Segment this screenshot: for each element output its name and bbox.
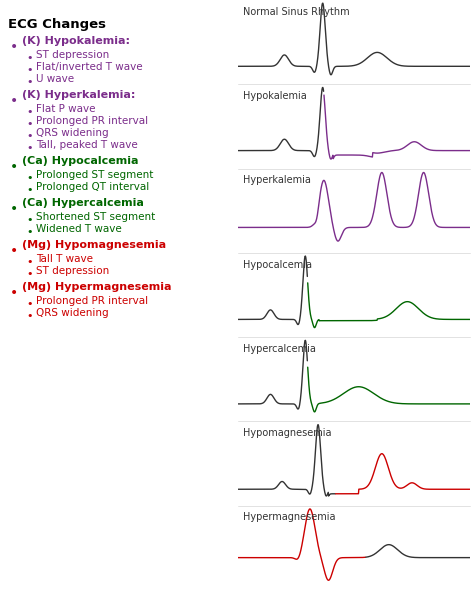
Text: •: •	[26, 185, 33, 195]
Text: •: •	[26, 173, 33, 183]
Text: Prolonged QT interval: Prolonged QT interval	[36, 182, 149, 192]
Text: Flat/inverted T wave: Flat/inverted T wave	[36, 62, 143, 72]
Text: (Mg) Hypomagnesemia: (Mg) Hypomagnesemia	[22, 240, 166, 250]
Text: Hypercalcemia: Hypercalcemia	[243, 344, 316, 354]
Text: Hyperkalemia: Hyperkalemia	[243, 175, 310, 185]
Text: Tall, peaked T wave: Tall, peaked T wave	[36, 140, 138, 150]
Text: •: •	[26, 299, 33, 309]
Text: Hypermagnesemia: Hypermagnesemia	[243, 513, 335, 523]
Text: •: •	[26, 269, 33, 279]
Text: Prolonged ST segment: Prolonged ST segment	[36, 170, 154, 180]
Text: •: •	[10, 160, 18, 174]
Text: ECG Changes: ECG Changes	[8, 18, 106, 31]
Text: (K) Hyperkalemia:: (K) Hyperkalemia:	[22, 90, 136, 100]
Text: •: •	[26, 77, 33, 87]
Text: Widened T wave: Widened T wave	[36, 224, 122, 234]
Text: •: •	[26, 53, 33, 63]
Text: Hypomagnesemia: Hypomagnesemia	[243, 428, 331, 438]
Text: QRS widening: QRS widening	[36, 128, 109, 138]
Text: •: •	[26, 107, 33, 117]
Text: •: •	[26, 143, 33, 153]
Text: •: •	[10, 286, 18, 300]
Text: •: •	[26, 65, 33, 75]
Text: Normal Sinus Rhythm: Normal Sinus Rhythm	[243, 6, 349, 17]
Text: Hypocalcemia: Hypocalcemia	[243, 260, 311, 270]
Text: •: •	[26, 215, 33, 225]
Text: ST depression: ST depression	[36, 266, 109, 276]
Text: (Ca) Hypercalcemia: (Ca) Hypercalcemia	[22, 198, 144, 208]
Text: (Mg) Hypermagnesemia: (Mg) Hypermagnesemia	[22, 282, 172, 292]
Text: Tall T wave: Tall T wave	[36, 254, 93, 264]
Text: Hypokalemia: Hypokalemia	[243, 91, 306, 101]
Text: Shortened ST segment: Shortened ST segment	[36, 212, 155, 222]
Text: •: •	[26, 119, 33, 129]
Text: QRS widening: QRS widening	[36, 308, 109, 318]
Text: •: •	[10, 40, 18, 54]
Text: •: •	[26, 311, 33, 321]
Text: •: •	[26, 257, 33, 267]
Text: Prolonged PR interval: Prolonged PR interval	[36, 116, 148, 126]
Text: •: •	[10, 94, 18, 108]
Text: Prolonged PR interval: Prolonged PR interval	[36, 296, 148, 306]
Text: •: •	[26, 227, 33, 237]
Text: ST depression: ST depression	[36, 50, 109, 60]
Text: (K) Hypokalemia:: (K) Hypokalemia:	[22, 36, 130, 46]
Text: •: •	[26, 131, 33, 141]
Text: U wave: U wave	[36, 74, 74, 84]
Text: •: •	[10, 244, 18, 258]
Text: (Ca) Hypocalcemia: (Ca) Hypocalcemia	[22, 156, 138, 166]
Text: Flat P wave: Flat P wave	[36, 104, 95, 114]
Text: •: •	[10, 202, 18, 216]
